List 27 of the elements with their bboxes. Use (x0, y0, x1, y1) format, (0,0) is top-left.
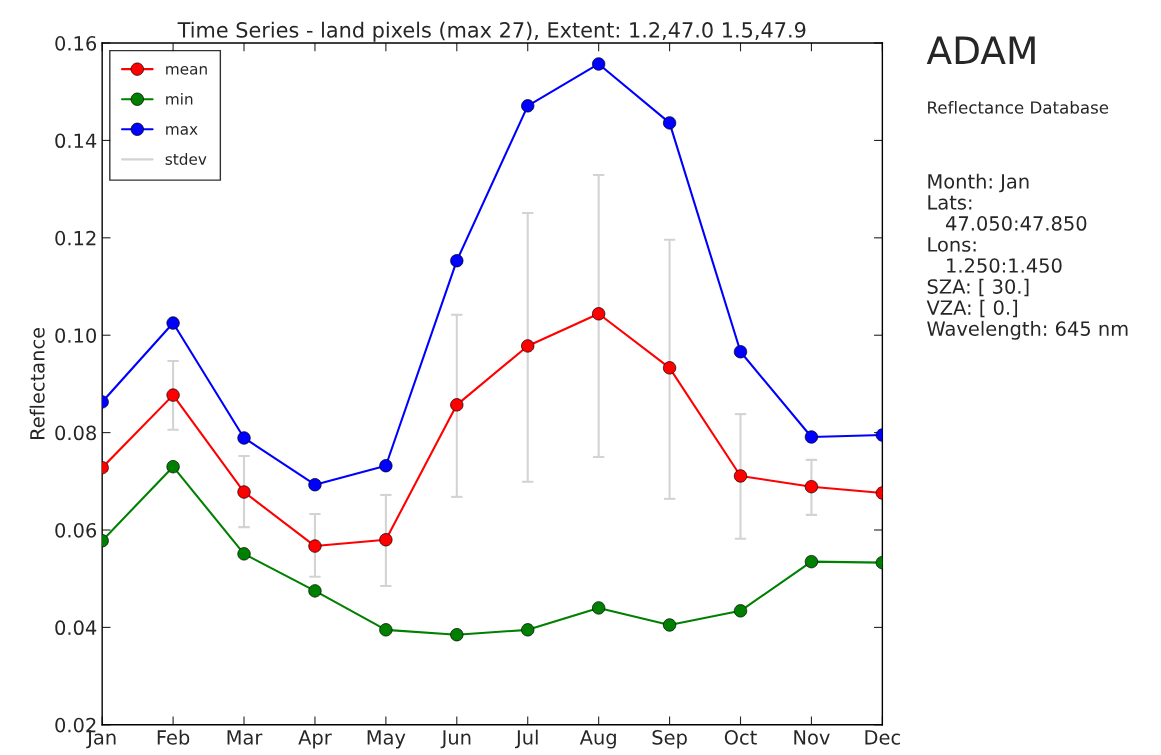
x-tick-label: Oct (724, 730, 757, 745)
y-tick-label: 0.08 (55, 425, 96, 441)
legend-label: min (166, 92, 193, 105)
y-tick-label: 0.14 (55, 133, 97, 149)
x-tick-label: Jul (514, 729, 538, 749)
chart-title: Time Series - land pixels (max 27), Extent: 1.2,47.0 1.5,47.9 (177, 21, 806, 42)
text: Month: Jan Lats: 47.050:47.850 Lons: 1.250:1.450 SZA: [ 30.] VZA: [ 0.] Wavelength: 645 nm (926, 173, 1128, 340)
y-tick-label: 0.16 (55, 35, 97, 51)
x-tick-label: Sep (652, 730, 687, 749)
y-tick-label: 0.10 (55, 328, 97, 343)
x-tick-label: Feb (157, 729, 190, 745)
legend-label: mean (166, 65, 207, 75)
x-tick-label: May (367, 730, 406, 749)
y-tick-label: 0.06 (55, 522, 97, 538)
text: Reflectance Database (928, 100, 1109, 114)
y-axis-title: Reflectance (29, 327, 45, 440)
x-tick-label: Mar (227, 730, 263, 745)
text: ADAM (926, 36, 1035, 64)
x-tick-label: Nov (794, 730, 830, 745)
annotation: stdev (165, 153, 207, 165)
x-tick-label: Aug (579, 730, 616, 749)
x-tick-label: Apr (298, 730, 332, 749)
legend-label: max (166, 126, 198, 135)
x-tick-label: Dec (865, 730, 900, 745)
y-tick-label: 0.12 (55, 230, 96, 246)
x-tick-label: Jun (440, 730, 471, 749)
y-tick-label: 0.04 (55, 620, 97, 636)
